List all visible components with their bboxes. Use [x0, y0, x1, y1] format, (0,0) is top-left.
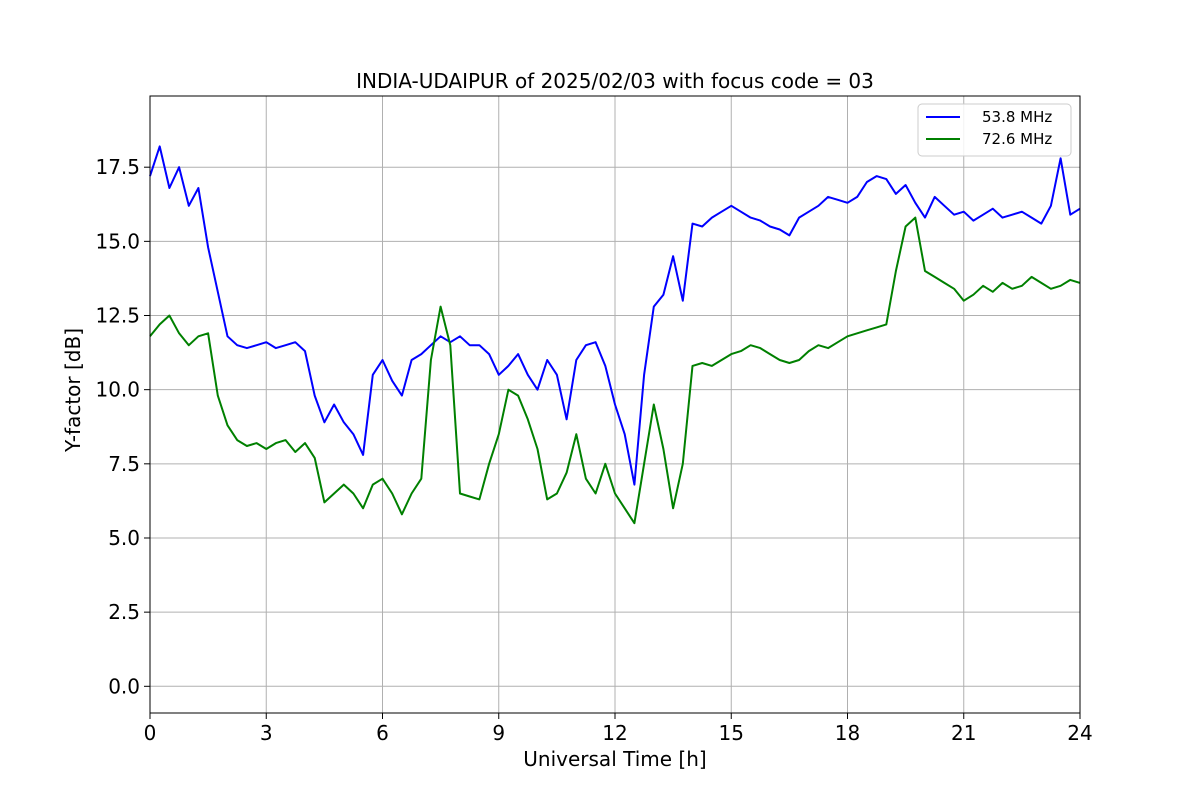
legend-label-72-6-mhz: 72.6 MHz	[982, 130, 1052, 148]
y-tick-label: 15.0	[95, 229, 140, 253]
y-tick-label: 5.0	[108, 526, 140, 550]
x-tick-label: 21	[951, 721, 976, 745]
legend: 53.8 MHz 72.6 MHz	[917, 103, 1072, 157]
y-tick-label: 2.5	[108, 600, 140, 624]
x-tick-label: 12	[602, 721, 627, 745]
chart-title: INDIA-UDAIPUR of 2025/02/03 with focus c…	[356, 69, 874, 93]
data-series	[149, 145, 1081, 525]
y-axis-label: Y-factor [dB]	[61, 328, 85, 453]
x-tick-label: 0	[144, 721, 157, 745]
y-tick-label: 0.0	[108, 674, 140, 698]
x-tick-label: 15	[719, 721, 744, 745]
y-tick-label: 10.0	[95, 378, 140, 402]
x-axis-label: Universal Time [h]	[523, 747, 706, 771]
y-tick-label: 17.5	[95, 155, 140, 179]
x-tick-label: 9	[492, 721, 505, 745]
x-tick-label: 24	[1067, 721, 1092, 745]
x-tick-label: 6	[376, 721, 389, 745]
axes	[144, 95, 1081, 719]
y-tick-label: 12.5	[95, 304, 140, 328]
x-tick-label: 3	[260, 721, 273, 745]
tick-labels: 0 3 6 9 12 15 18 21 24 0.0 2.5 5.0 7.5 10.0 12.5 15.0 17…	[95, 155, 1092, 745]
legend-label-53-8-mhz: 53.8 MHz	[982, 108, 1052, 126]
series-line-72-6-mhz	[149, 216, 1081, 525]
x-tick-label: 18	[835, 721, 860, 745]
series-line-53-8-mhz	[149, 145, 1081, 486]
y-tick-label: 7.5	[108, 452, 140, 476]
